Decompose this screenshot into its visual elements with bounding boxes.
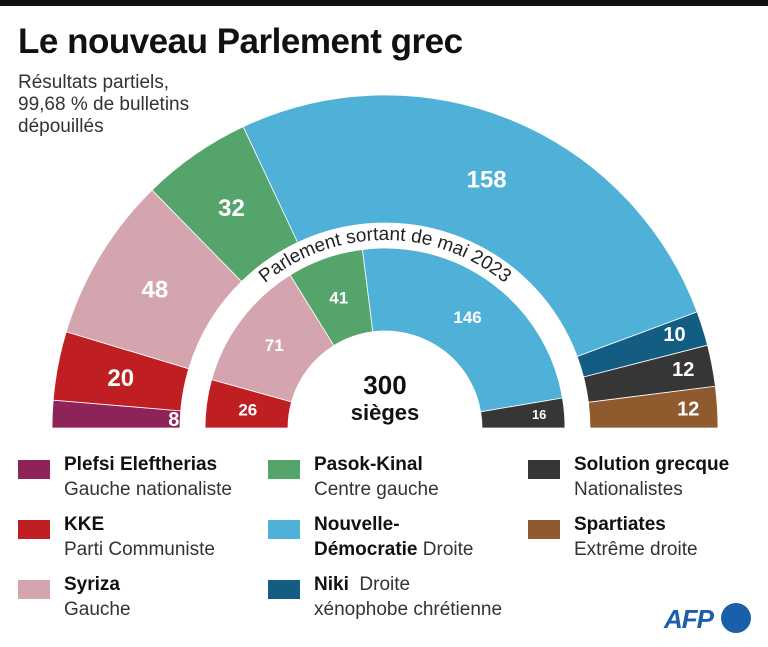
- legend-name: Pasok-Kinal: [314, 454, 423, 475]
- legend-swatch: [528, 460, 560, 479]
- outer-label-niki: 10: [663, 324, 685, 346]
- legend-desc: Extrême droite: [574, 539, 698, 560]
- outer-label-syriza: 48: [142, 276, 169, 303]
- legend-swatch: [268, 520, 300, 539]
- outer-label-pasok-kinal: 32: [218, 195, 245, 222]
- inner-ring: 26 71 41 146 16: [204, 247, 566, 429]
- legend-desc: Gauche nationaliste: [64, 479, 232, 500]
- outer-label-kke: 20: [107, 365, 134, 392]
- outer-slice-spartiates: [587, 385, 719, 429]
- top-rule: [0, 0, 768, 6]
- legend-swatch: [18, 580, 50, 599]
- legend-swatch: [268, 460, 300, 479]
- inner-label-kke: 26: [238, 400, 257, 419]
- legend-desc: Droite: [422, 539, 474, 560]
- legend-swatch: [528, 520, 560, 539]
- legend-name: KKE: [64, 514, 105, 535]
- outer-label-spartiates: 12: [677, 398, 699, 420]
- legend-swatch: [18, 460, 50, 479]
- subtitle-line: Résultats partiels,: [18, 72, 170, 93]
- outer-label-solution-grecque: 12: [672, 359, 694, 381]
- legend-desc-cont: xénophobe chrétienne: [314, 599, 503, 620]
- afp-logo-text: AFP: [664, 604, 714, 634]
- subtitle-line: 99,68 % de bulletins: [18, 94, 190, 115]
- total-seats-label: sièges: [351, 400, 420, 425]
- legend-name: Nouvelle-: [314, 514, 400, 535]
- afp-logo-dot: [721, 603, 751, 633]
- legend-desc: Droite: [359, 574, 411, 595]
- legend-name: Plefsi Eleftherias: [64, 454, 218, 475]
- total-seats: 300: [363, 370, 406, 400]
- outer-slice-nouvelle-democratie: [242, 94, 698, 358]
- chart-title: Le nouveau Parlement grec: [18, 22, 463, 61]
- legend-name: Solution grecque: [574, 454, 730, 475]
- legend-desc: Gauche: [64, 599, 131, 620]
- legend-name: Syriza: [64, 574, 120, 595]
- outer-ring: 8 20 48 32 158 10 12 12: [51, 94, 719, 431]
- legend-desc: Parti Communiste: [64, 539, 215, 560]
- outer-label-plefsi-eleftherias: 8: [168, 409, 179, 431]
- legend-swatch: [268, 580, 300, 599]
- inner-slice-solution-grecque: [480, 397, 566, 429]
- inner-label-syriza: 71: [265, 336, 284, 355]
- inner-label-solution-grecque: 16: [532, 407, 546, 422]
- legend-name: Spartiates: [574, 514, 666, 535]
- inner-label-pasok-kinal: 41: [329, 289, 348, 308]
- subtitle-line: dépouillés: [18, 116, 104, 137]
- chart-subtitle: Résultats partiels, 99,68 % de bulletins…: [18, 72, 248, 138]
- legend-desc: Nationalistes: [574, 479, 683, 500]
- legend-desc: Centre gauche: [314, 479, 439, 500]
- inner-slice-nouvelle-democratie: [361, 247, 563, 413]
- legend-swatch: [18, 520, 50, 539]
- outer-label-nouvelle-democratie: 158: [467, 167, 507, 194]
- legend-name: Niki: [314, 574, 349, 595]
- legend-name-cont: Démocratie: [314, 539, 418, 560]
- inner-label-nouvelle-democratie: 146: [453, 308, 481, 327]
